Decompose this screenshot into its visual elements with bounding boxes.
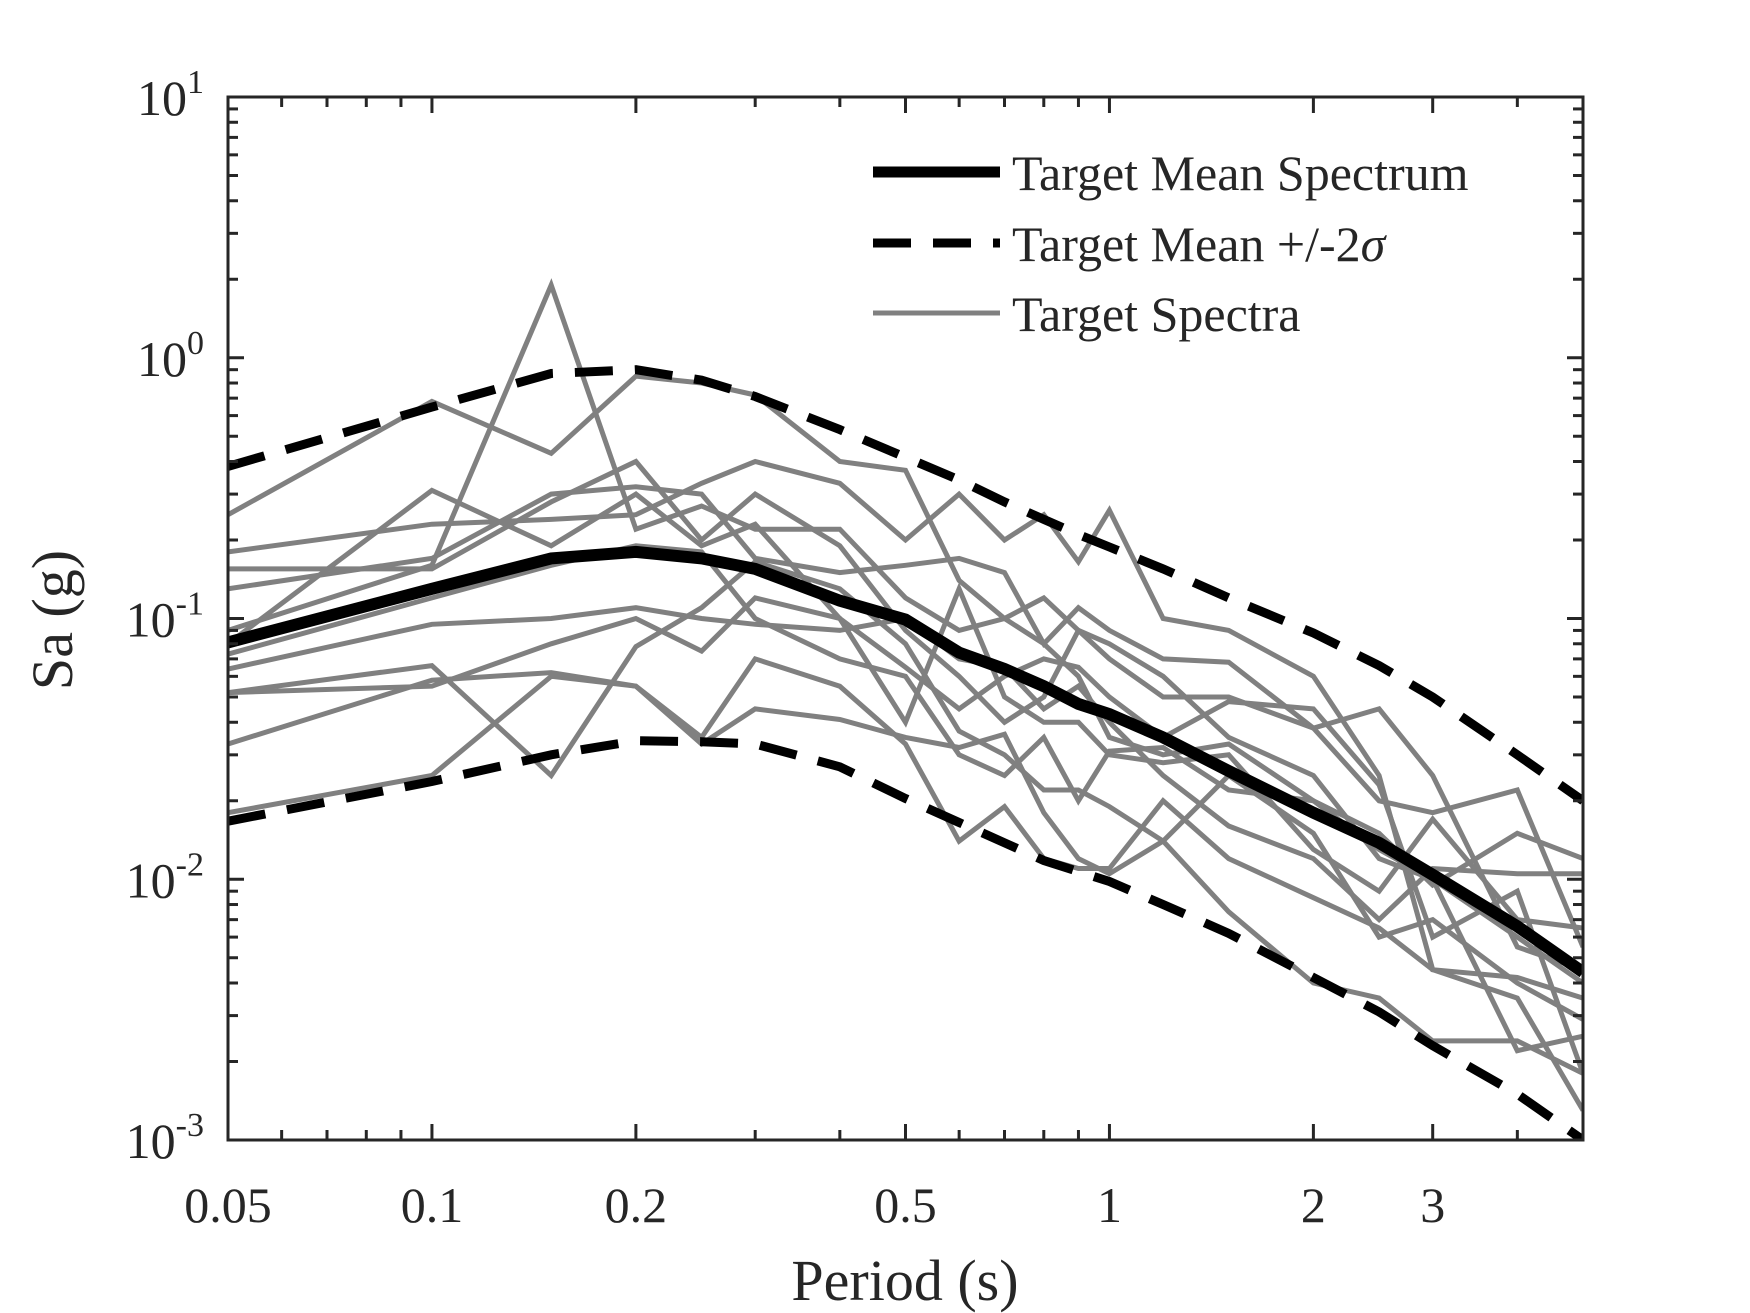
target-spectrum-line-7 (228, 543, 1583, 889)
y-axis-label: Sa (g) (20, 550, 85, 690)
x-tick-label: 0.1 (401, 1177, 464, 1233)
y-tick-label: 101 (137, 64, 204, 126)
legend-label-bounds-text: Target Mean +/-2 (1012, 216, 1361, 272)
axes: 0.05 0.1 0.2 0.5 1 2 3 10-3 10-2 10-1 100 101 (126, 64, 1585, 1233)
legend-label-spectra: Target Spectra (1012, 286, 1301, 342)
sigma-symbol: σ (1361, 216, 1388, 272)
x-tick-label: 0.5 (874, 1177, 937, 1233)
target-mean-minus-2sigma-line (228, 736, 1583, 1140)
x-tick-label: 1 (1097, 1177, 1122, 1233)
target-spectrum-line-5 (228, 484, 1583, 948)
x-tick-label: 3 (1420, 1177, 1445, 1233)
legend-label-bounds: Target Mean +/-2σ (1012, 216, 1388, 272)
target-spectrum-line-8 (228, 605, 1583, 924)
y-tick-label: 10-1 (126, 586, 204, 648)
x-tick-label: 0.2 (605, 1177, 668, 1233)
x-axis-label: Period (s) (791, 1248, 1018, 1313)
target-spectrum-line-3 (228, 458, 1583, 1001)
target-spectrum-line-12 (228, 655, 1583, 1112)
y-tick-label: 10-2 (126, 846, 204, 908)
target-mean-plus-2sigma-line (228, 365, 1583, 805)
target-mean-spectrum-line (228, 545, 1583, 978)
series-layer (228, 278, 1583, 1140)
x-tick-label: 2 (1301, 1177, 1326, 1233)
y-tick-label: 100 (137, 325, 204, 387)
target-spectrum-line-6 (228, 487, 1583, 1075)
legend: Target Mean Spectrum Target Mean +/-2σ T… (873, 145, 1469, 342)
y-tick-label: 10-3 (126, 1107, 204, 1169)
x-tick-label: 0.05 (184, 1177, 272, 1233)
target-spectrum-line-9 (228, 582, 1583, 931)
legend-label-mean: Target Mean Spectrum (1012, 145, 1469, 201)
